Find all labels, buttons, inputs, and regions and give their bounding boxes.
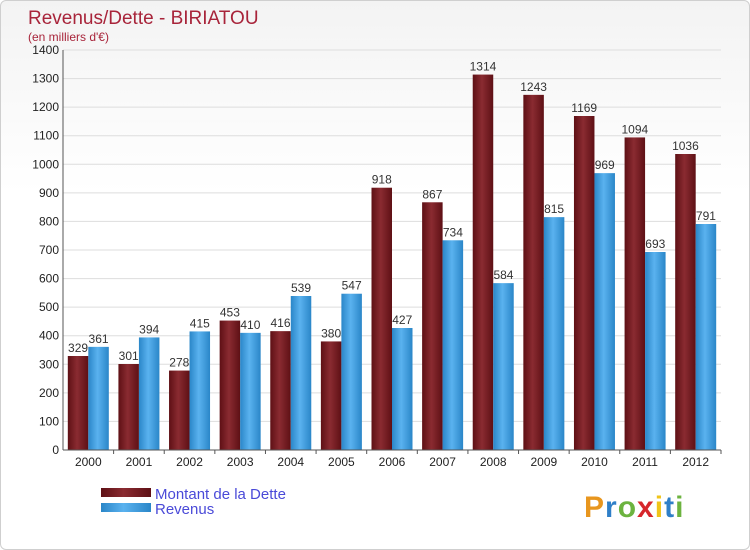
bar-revenus bbox=[240, 332, 261, 450]
value-label: 918 bbox=[372, 173, 392, 187]
x-tick-label: 2008 bbox=[480, 455, 507, 469]
value-label: 547 bbox=[342, 279, 362, 293]
x-tick-label: 2003 bbox=[227, 455, 254, 469]
value-label: 584 bbox=[493, 268, 513, 282]
x-tick-label: 2002 bbox=[176, 455, 203, 469]
bar-revenus bbox=[341, 293, 362, 450]
value-label: 1036 bbox=[672, 139, 699, 153]
value-label: 791 bbox=[696, 209, 716, 223]
bar-dette bbox=[422, 202, 443, 450]
legend-swatch-revenus bbox=[101, 503, 151, 512]
value-label: 301 bbox=[119, 349, 139, 363]
x-tick-label: 2007 bbox=[429, 455, 456, 469]
x-tick-label: 2011 bbox=[632, 455, 658, 469]
x-tick-label: 2012 bbox=[682, 455, 709, 469]
legend-swatch-debt bbox=[101, 488, 151, 497]
bars bbox=[67, 74, 717, 451]
bar-revenus bbox=[88, 346, 109, 450]
value-label: 427 bbox=[392, 313, 412, 327]
x-tick-label: 2000 bbox=[75, 455, 102, 469]
y-tick-label: 300 bbox=[39, 357, 59, 371]
y-tick-label: 600 bbox=[39, 272, 59, 286]
bar-dette bbox=[270, 331, 291, 450]
value-label: 539 bbox=[291, 281, 311, 295]
bar-dette bbox=[67, 356, 89, 450]
value-label: 1169 bbox=[571, 101, 597, 115]
bar-revenus bbox=[189, 331, 211, 450]
y-tick-label: 1100 bbox=[33, 129, 59, 143]
y-tick-label: 900 bbox=[39, 186, 59, 200]
value-label: 734 bbox=[443, 225, 463, 239]
proxiti-logo: Proxiti bbox=[584, 491, 683, 524]
value-label: 693 bbox=[645, 237, 665, 251]
bar-dette bbox=[371, 187, 392, 450]
x-tick-label: 2001 bbox=[126, 455, 153, 469]
x-tick-label: 2005 bbox=[328, 455, 355, 469]
bar-revenus bbox=[290, 296, 312, 450]
bar-dette bbox=[320, 341, 342, 450]
value-label: 453 bbox=[220, 306, 240, 320]
value-label: 410 bbox=[240, 318, 260, 332]
legend-label-revenus: Revenus bbox=[155, 501, 214, 518]
value-label: 329 bbox=[68, 341, 88, 355]
bar-dette bbox=[219, 320, 241, 450]
value-label: 1094 bbox=[621, 122, 648, 136]
value-label: 394 bbox=[139, 322, 159, 336]
chart-subtitle: (en milliers d'€) bbox=[28, 30, 109, 44]
bar-dette bbox=[573, 116, 595, 450]
y-tick-label: 1400 bbox=[32, 43, 59, 57]
bar-dette bbox=[624, 137, 646, 450]
bar-dette bbox=[169, 370, 190, 450]
bar-revenus bbox=[695, 224, 717, 450]
x-axis-ticks: 2000 2001 2002 2003 2004 2005 2006 2007 2008 2009… bbox=[75, 450, 722, 469]
value-label: 1314 bbox=[470, 60, 497, 74]
y-tick-label: 100 bbox=[39, 414, 59, 428]
value-label: 867 bbox=[422, 187, 442, 201]
logo-text: Proxiti bbox=[584, 491, 683, 524]
y-tick-label: 200 bbox=[39, 386, 59, 400]
y-tick-label: 800 bbox=[39, 214, 59, 228]
bar-revenus bbox=[493, 283, 514, 450]
value-label: 278 bbox=[169, 356, 189, 370]
value-label: 416 bbox=[271, 316, 291, 330]
bar-dette bbox=[118, 364, 139, 450]
chart-title: Revenus/Dette - BIRIATOU bbox=[28, 8, 259, 29]
value-label: 361 bbox=[89, 332, 109, 346]
y-tick-label: 1200 bbox=[32, 100, 59, 114]
bar-dette bbox=[472, 74, 494, 451]
y-tick-label: 1000 bbox=[32, 157, 59, 171]
value-label: 969 bbox=[595, 158, 615, 172]
y-axis-ticks: 0 100 200 300 400 500 600 700 800 900 1000 1100 1200… bbox=[32, 43, 59, 457]
bar-revenus bbox=[645, 252, 666, 450]
y-tick-label: 0 bbox=[52, 443, 59, 457]
legend: Montant de la Dette Revenus bbox=[101, 486, 286, 518]
x-tick-label: 2009 bbox=[530, 455, 557, 469]
legend-label-debt: Montant de la Dette bbox=[155, 486, 286, 503]
bar-revenus bbox=[442, 240, 464, 450]
value-label: 380 bbox=[321, 326, 341, 340]
y-tick-label: 1300 bbox=[32, 72, 59, 86]
x-tick-label: 2010 bbox=[581, 455, 608, 469]
bar-revenus bbox=[392, 328, 413, 450]
y-tick-label: 500 bbox=[39, 300, 59, 314]
x-tick-label: 2004 bbox=[277, 455, 304, 469]
bar-revenus bbox=[138, 337, 160, 450]
y-tick-label: 700 bbox=[39, 243, 59, 257]
x-tick-label: 2006 bbox=[379, 455, 406, 469]
value-label: 415 bbox=[190, 316, 210, 330]
bar-dette bbox=[675, 154, 696, 450]
value-label: 815 bbox=[544, 202, 564, 216]
value-label: 1243 bbox=[520, 80, 547, 94]
bar-revenus bbox=[594, 173, 615, 450]
y-tick-label: 400 bbox=[39, 329, 59, 343]
bar-dette bbox=[523, 94, 544, 450]
bar-revenus bbox=[543, 217, 565, 450]
